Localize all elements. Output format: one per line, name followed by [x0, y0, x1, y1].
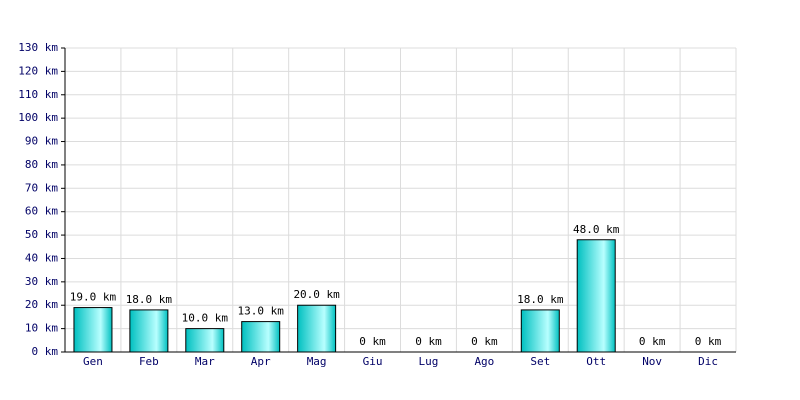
x-tick-label: Giu [363, 355, 383, 368]
x-tick-label: Mar [195, 355, 215, 368]
x-tick-label: Lug [419, 355, 439, 368]
bar [297, 304, 337, 353]
y-tick-label: 20 km [25, 298, 58, 311]
bar [520, 309, 560, 353]
y-tick-label: 0 km [32, 345, 59, 358]
value-label: 13.0 km [238, 305, 285, 318]
value-label: 10.0 km [182, 312, 229, 325]
value-label: 0 km [639, 335, 666, 348]
value-label: 0 km [415, 335, 442, 348]
value-label: 0 km [359, 335, 386, 348]
x-tick-label: Mag [307, 355, 327, 368]
y-tick-label: 30 km [25, 275, 58, 288]
bar [129, 309, 169, 353]
x-tick-label: Dic [698, 355, 718, 368]
y-tick-label: 70 km [25, 181, 58, 194]
y-tick-label: 90 km [25, 135, 58, 148]
value-label: 18.0 km [126, 293, 173, 306]
x-tick-label: Apr [251, 355, 271, 368]
y-tick-label: 40 km [25, 251, 58, 264]
y-tick-label: 50 km [25, 228, 58, 241]
bar [185, 328, 225, 353]
y-tick-label: 130 km [18, 41, 58, 54]
x-tick-label: Set [530, 355, 550, 368]
x-tick-label: Feb [139, 355, 159, 368]
value-label: 0 km [471, 335, 498, 348]
value-label: 20.0 km [293, 288, 340, 301]
x-tick-label: Ago [474, 355, 494, 368]
x-tick-label: Nov [642, 355, 662, 368]
x-tick-label: Gen [83, 355, 103, 368]
y-tick-label: 80 km [25, 158, 58, 171]
y-tick-label: 10 km [25, 322, 58, 335]
bar [73, 307, 113, 353]
bar [241, 321, 281, 353]
value-label: 0 km [695, 335, 722, 348]
value-label: 18.0 km [517, 293, 564, 306]
y-tick-label: 60 km [25, 205, 58, 218]
y-tick-label: 100 km [18, 111, 58, 124]
value-label: 19.0 km [70, 291, 117, 304]
x-tick-label: Ott [586, 355, 606, 368]
bar [576, 239, 616, 353]
y-tick-label: 110 km [18, 88, 58, 101]
y-tick-label: 120 km [18, 64, 58, 77]
value-label: 48.0 km [573, 223, 620, 236]
